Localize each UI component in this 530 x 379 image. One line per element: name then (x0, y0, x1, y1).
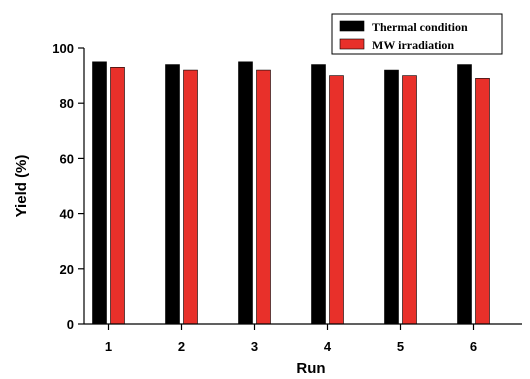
y-tick-label: 100 (52, 41, 74, 56)
legend-label: Thermal condition (372, 20, 468, 34)
bar-thermal-run-1 (92, 61, 107, 325)
bar-thermal-run-3 (238, 61, 253, 325)
axes (83, 48, 522, 325)
bars (92, 61, 490, 325)
y-axis-title: Yield (%) (13, 155, 30, 218)
y-tick-label: 60 (60, 151, 74, 166)
bar-thermal-run-6 (457, 64, 472, 325)
x-ticks: 1 2 3 4 5 6 (105, 324, 477, 354)
x-axis-title: Run (296, 360, 325, 377)
y-tick-label: 0 (67, 317, 74, 332)
bar-mw-run-3 (256, 69, 271, 325)
bar-mw-run-6 (475, 78, 490, 325)
x-tick-label: 1 (105, 339, 112, 354)
x-tick-label: 2 (178, 339, 185, 354)
bar-thermal-run-2 (165, 64, 180, 325)
legend: Thermal condition MW irradiation (331, 13, 503, 55)
legend-swatch (339, 20, 365, 32)
bar-mw-run-4 (329, 75, 344, 325)
bar-mw-run-2 (183, 69, 198, 325)
legend-label: MW irradiation (372, 38, 454, 52)
y-tick-label: 20 (60, 262, 74, 277)
y-ticks: 0 20 40 60 80 100 (52, 41, 84, 332)
legend-swatch (339, 38, 365, 50)
x-tick-label: 3 (251, 339, 258, 354)
y-tick-label: 40 (60, 207, 74, 222)
x-tick-label: 6 (470, 339, 477, 354)
bar-thermal-run-5 (384, 69, 399, 325)
bar-thermal-run-4 (311, 64, 326, 325)
bar-mw-run-5 (402, 75, 417, 325)
bar-mw-run-1 (110, 67, 125, 325)
x-tick-label: 5 (397, 339, 404, 354)
y-tick-label: 80 (60, 96, 74, 111)
x-tick-label: 4 (324, 339, 332, 354)
